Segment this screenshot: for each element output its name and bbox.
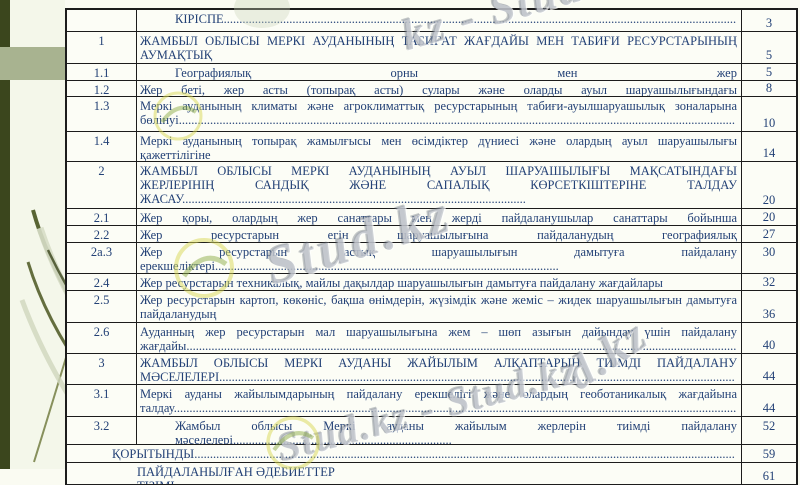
toc-row-page: 8	[765, 81, 773, 95]
toc-row-page: 3	[765, 16, 773, 30]
toc-row-number: 1.4	[67, 132, 137, 161]
toc-row-page: 27	[762, 227, 776, 241]
toc-row-number: 3.1	[67, 385, 137, 416]
toc-row-page: 32	[762, 275, 776, 289]
toc-row-number: 3.2	[67, 417, 137, 444]
toc-row-page: 44	[762, 369, 776, 383]
table-row: ПАЙДАЛАНЫЛҒАН ӘДЕБИЕТТЕР ТІЗІМІ 61	[67, 463, 796, 485]
toc-row-number: 2	[67, 162, 137, 208]
toc-row-number: 1.3	[67, 97, 137, 131]
table-row: 2.2 Жер ресурстарын егін шаруашылығына п…	[67, 226, 796, 243]
table-row: 3.2 Жамбыл облысы Меркі ауданы жайылым ж…	[67, 417, 796, 445]
left-accent-band	[0, 47, 65, 80]
toc-row-page: 5	[765, 48, 773, 62]
toc-row-page: 20	[762, 210, 776, 224]
toc-row-title: Жер ресурстарын техникалық, майлы дақылд…	[140, 276, 663, 290]
table-row: ҚОРЫТЫНДЫ 59	[67, 445, 796, 463]
toc-row-title: Жамбыл облысы Меркі ауданы жайылым жерле…	[175, 419, 737, 444]
toc-row-title: Меркі ауданының климаты және агроклиматт…	[140, 99, 737, 131]
toc-row-page: 40	[762, 338, 776, 352]
toc-row-number: 2.1	[67, 209, 137, 225]
toc-row-page: 36	[762, 307, 776, 321]
toc-row-page: 20	[762, 193, 776, 207]
toc-row-title: ПАЙДАЛАНЫЛҒАН ӘДЕБИЕТТЕР ТІЗІМІ	[137, 465, 737, 484]
toc-row-title: Жер ресурстарын астық шаруашылығын дамыт…	[140, 245, 737, 273]
table-row: 1 ЖАМБЫЛ ОБЛЫСЫ МЕРКІ АУДАНЫНЫҢ ТАБИҒАТ …	[67, 32, 796, 64]
toc-row-number: 2.5	[67, 291, 137, 322]
table-row: 2а.3 Жер ресурстарын астық шаруашылығын …	[67, 243, 796, 274]
toc-row-title: ЖАМБЫЛ ОБЛЫСЫ МЕРКІ АУДАНЫ ЖАЙЫЛЫМ АЛҚАП…	[140, 356, 737, 384]
toc-row-title: Ауданның жер ресурстарын мал шаруашылығы…	[140, 325, 737, 353]
toc-row-number: 3	[67, 354, 137, 384]
toc-row-page: 30	[762, 245, 776, 259]
table-row: 2.1 Жер қоры, олардың жер санаттары мен …	[67, 209, 796, 226]
toc-row-title: Меркі ауданы жайылымдарының пайдалану ер…	[140, 387, 737, 416]
toc-row-page: 61	[762, 469, 776, 483]
table-row: 1.4 Меркі ауданының топырақ жамылғысы ме…	[67, 132, 796, 162]
toc-row-number: 1.2	[67, 81, 137, 96]
toc-row-title: Жер ресурстарын картоп, көкөніс, бақша ө…	[140, 293, 737, 322]
toc-row-title: ЖАМБЫЛ ОБЛЫСЫ МЕРКІ АУДАНЫНЫҢ ТАБИҒАТ ЖА…	[140, 34, 737, 63]
toc-row-number: 2а.3	[67, 243, 137, 273]
toc-row-title: КІРІСПЕ	[175, 12, 736, 31]
table-row: 1.2 Жер беті, жер асты (топырақ асты) су…	[67, 81, 796, 97]
toc-row-title: ҚОРЫТЫНДЫ	[112, 447, 735, 462]
table-row: 2.6 Ауданның жер ресурстарын мал шаруашы…	[67, 323, 796, 354]
toc-row-page: 44	[762, 401, 776, 415]
toc-row-title: Жер қоры, олардың жер санаттары мен жерд…	[140, 211, 737, 225]
left-accent-bar	[0, 0, 10, 469]
toc-row-page: 59	[762, 447, 776, 461]
table-row: 1.1 Географиялық орны мен жер бедері 5	[67, 64, 796, 81]
toc-row-number: 2.2	[67, 226, 137, 242]
table-row: 2.4 Жер ресурстарын техникалық, майлы да…	[67, 274, 796, 291]
table-row: 2 ЖАМБЫЛ ОБЛЫСЫ МЕРКІ АУДАНЫНЫҢ АУЫЛ ШАР…	[67, 162, 796, 209]
toc-row-page: 14	[762, 146, 776, 160]
toc-row-title: Географиялық орны мен жер бедері	[175, 66, 737, 80]
table-row: КІРІСПЕ 3	[67, 10, 796, 32]
toc-row-title: Жер ресурстарын егін шаруашылығына пайда…	[140, 228, 737, 242]
toc-row-number	[67, 10, 137, 31]
toc-row-title: Жер беті, жер асты (топырақ асты) сулары…	[140, 83, 737, 96]
toc-row-page: 5	[765, 65, 773, 79]
toc-row-title: Меркі ауданының топырақ жамылғысы мен өс…	[140, 134, 737, 161]
table-row: 2.5 Жер ресурстарын картоп, көкөніс, бақ…	[67, 291, 796, 323]
table-row: 3.1 Меркі ауданы жайылымдарының пайдалан…	[67, 385, 796, 417]
toc-row-number: 2.6	[67, 323, 137, 353]
toc-row-number: 1.1	[67, 64, 137, 80]
toc-table: КІРІСПЕ 3 1 ЖАМБЫЛ ОБЛЫСЫ МЕРКІ АУДАНЫНЫ…	[65, 8, 798, 485]
toc-row-number: 1	[67, 32, 137, 63]
toc-row-page: 52	[762, 419, 776, 433]
toc-row-page: 10	[762, 116, 776, 130]
toc-row-title: ЖАМБЫЛ ОБЛЫСЫ МЕРКІ АУДАНЫНЫҢ АУЫЛ ШАРУА…	[140, 164, 737, 206]
table-row: 3 ЖАМБЫЛ ОБЛЫСЫ МЕРКІ АУДАНЫ ЖАЙЫЛЫМ АЛҚ…	[67, 354, 796, 385]
toc-row-number: 2.4	[67, 274, 137, 290]
table-row: 1.3 Меркі ауданының климаты және агрокли…	[67, 97, 796, 132]
